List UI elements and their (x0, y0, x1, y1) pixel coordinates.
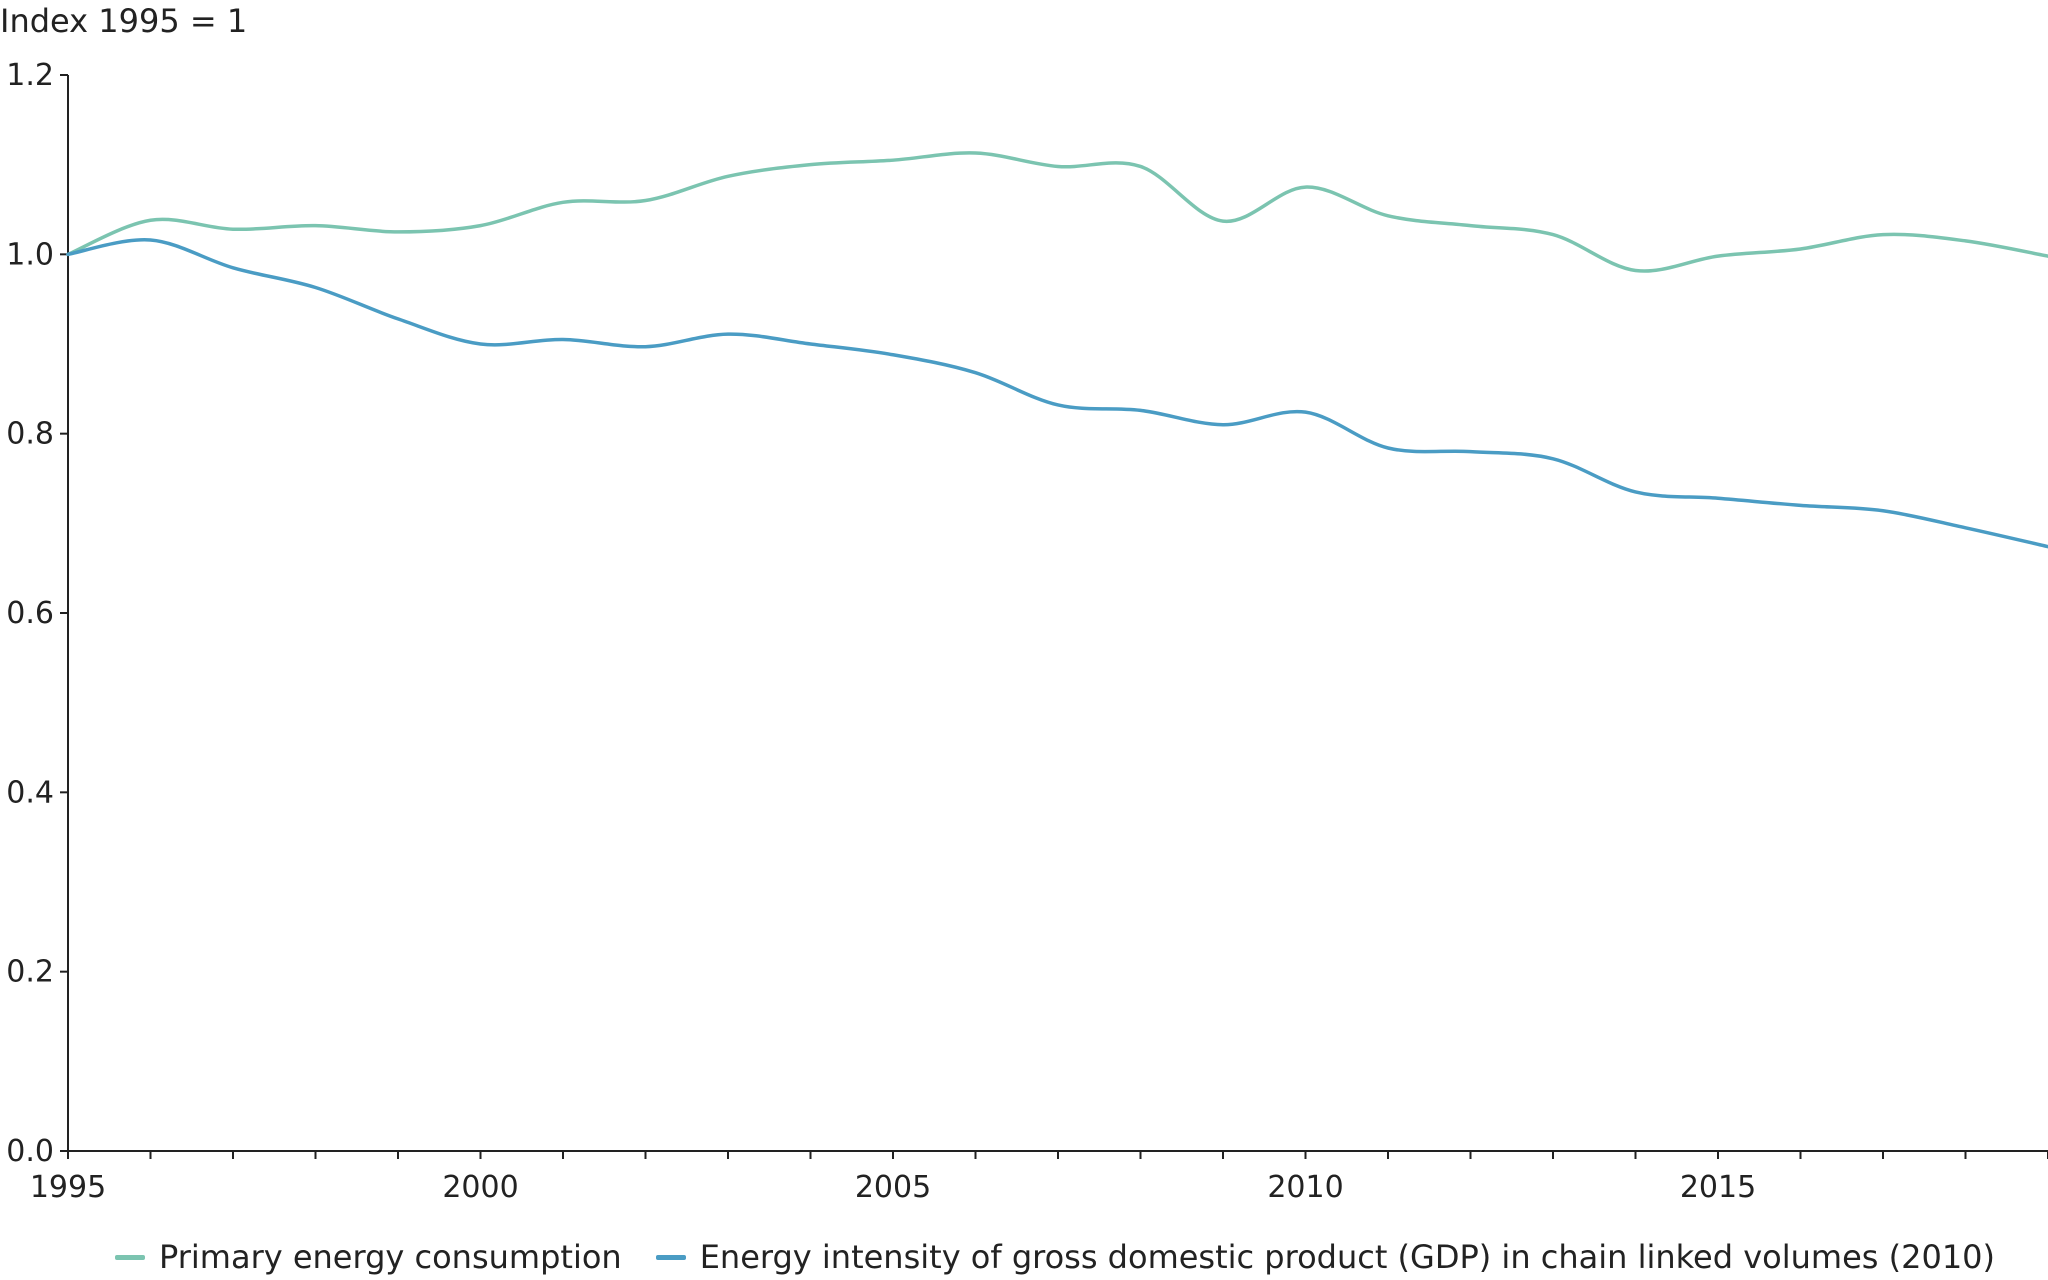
x-tick-label: 2010 (1267, 1170, 1343, 1205)
x-tick-label: 2015 (1680, 1170, 1756, 1205)
y-tick-label: 0.4 (6, 775, 54, 810)
series-line-energy-intensity (66, 238, 2048, 549)
y-tick-label: 0.2 (6, 955, 54, 990)
y-axis-title: Index 1995 = 1 (0, 2, 248, 40)
legend-item-primary-energy: Primary energy consumption (115, 1238, 622, 1276)
y-tick-label: 1.2 (6, 58, 54, 93)
x-tick-label: 1995 (30, 1170, 106, 1205)
x-tick-label: 2000 (442, 1170, 518, 1205)
legend-item-energy-intensity: Energy intensity of gross domestic produ… (655, 1238, 1996, 1276)
legend-label-primary-energy: Primary energy consumption (159, 1238, 622, 1276)
legend-swatch-primary-energy (115, 1254, 145, 1260)
y-tick-label: 0.8 (6, 417, 54, 452)
y-tick-label: 1.0 (6, 237, 54, 272)
line-chart: 0.0 0.2 0.4 0.6 0.8 1.0 1.2 1995 2000 2005 2010 201… (6, 58, 2048, 1205)
x-tick-label: 2005 (855, 1170, 931, 1205)
legend-swatch-energy-intensity (655, 1254, 686, 1260)
series-line-primary-energy (66, 151, 2048, 273)
y-tick-label: 0.6 (6, 596, 54, 631)
legend: Primary energy consumption Energy intens… (115, 1238, 2029, 1276)
legend-label-energy-intensity: Energy intensity of gross domestic produ… (699, 1238, 1996, 1276)
y-tick-label: 0.0 (6, 1134, 54, 1169)
